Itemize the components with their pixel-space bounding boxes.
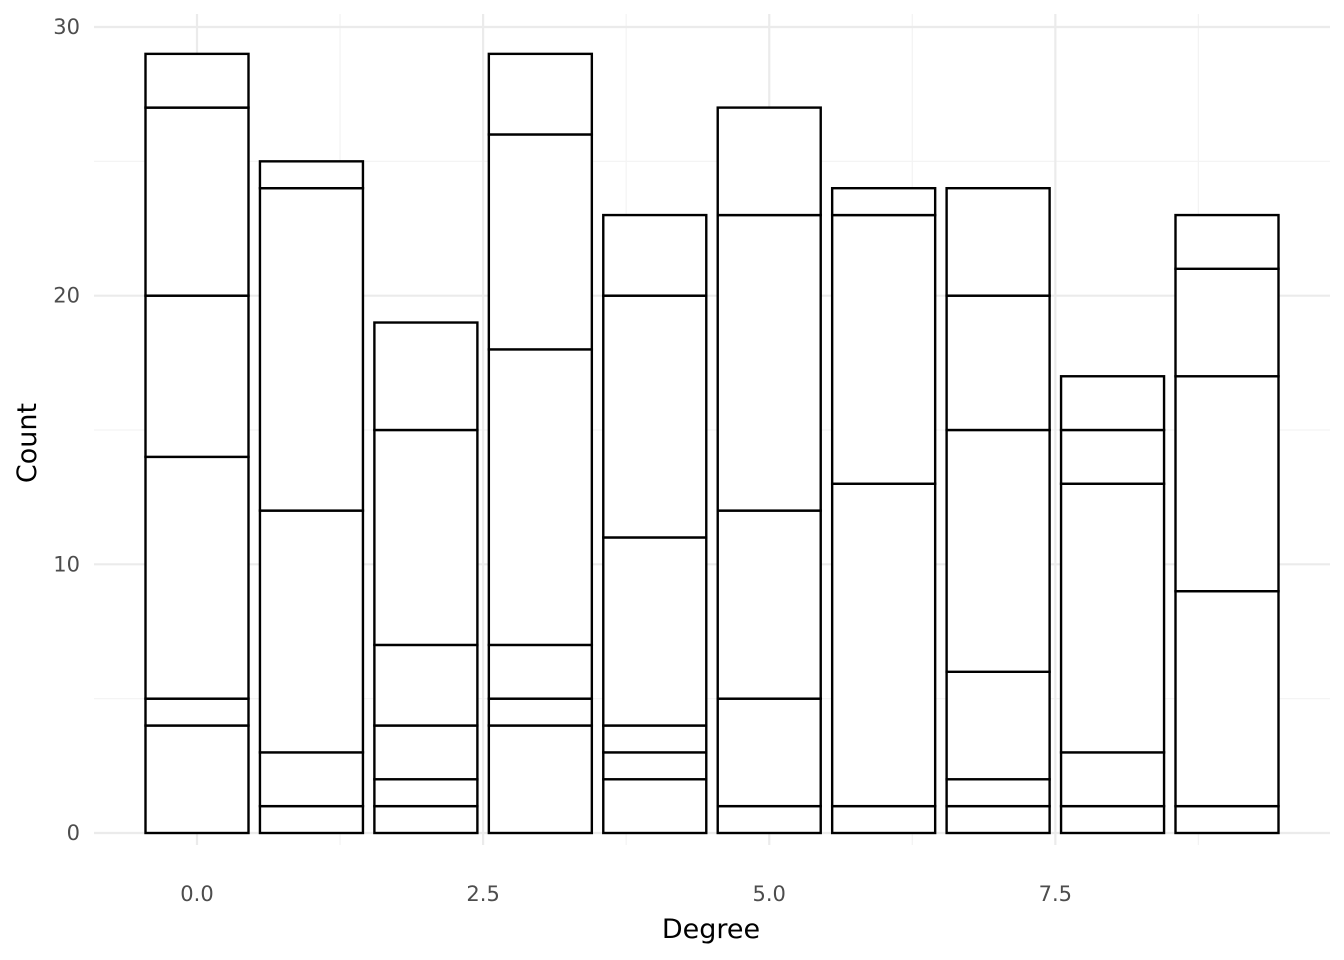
bar-segment bbox=[487, 697, 594, 727]
x-tick-label: 0.0 bbox=[180, 882, 213, 906]
bar-stack bbox=[716, 106, 822, 835]
bar-segment bbox=[1174, 267, 1280, 378]
bar-segment bbox=[945, 670, 1051, 781]
bar-segment bbox=[144, 697, 250, 727]
x-axis-title: Degree bbox=[662, 914, 760, 945]
bar-segment bbox=[144, 724, 250, 835]
bar-segment bbox=[716, 213, 822, 512]
bar-segment bbox=[602, 294, 708, 539]
bar-segment bbox=[1174, 590, 1280, 808]
y-tick-label: 10 bbox=[53, 552, 80, 576]
bar-segment bbox=[1059, 482, 1166, 754]
tick-labels: 0 10 20 30 0.0 2.5 5.0 7.5 bbox=[53, 15, 1072, 906]
y-axis-title: Count bbox=[12, 403, 43, 483]
bar-segment bbox=[945, 186, 1051, 297]
bar-segment bbox=[373, 778, 479, 808]
y-tick-label: 20 bbox=[53, 284, 80, 308]
bar-segment bbox=[716, 697, 822, 808]
bar-segment bbox=[373, 643, 479, 727]
bar-stack bbox=[144, 52, 250, 835]
bar-segment bbox=[602, 778, 708, 835]
bar-segment bbox=[487, 52, 594, 136]
bar-segment bbox=[487, 724, 594, 835]
bar-segment bbox=[144, 455, 250, 700]
bar-segment bbox=[1059, 804, 1166, 835]
bars bbox=[144, 52, 1280, 835]
bar-segment bbox=[830, 186, 937, 217]
bar-segment bbox=[258, 751, 365, 808]
bar-segment bbox=[602, 724, 708, 754]
bar-stack bbox=[945, 186, 1051, 835]
bar-segment bbox=[602, 536, 708, 727]
x-tick-label: 5.0 bbox=[753, 882, 786, 906]
bar-segment bbox=[487, 348, 594, 647]
bar-segment bbox=[373, 321, 479, 432]
bar-segment bbox=[258, 509, 365, 754]
bar-segment bbox=[945, 804, 1051, 835]
bar-segment bbox=[716, 509, 822, 700]
x-tick-label: 2.5 bbox=[466, 882, 499, 906]
bar-segment bbox=[602, 213, 708, 297]
bar-segment bbox=[1174, 804, 1280, 835]
bar-segment bbox=[1059, 428, 1166, 485]
bar-segment bbox=[373, 724, 479, 781]
x-tick-label: 7.5 bbox=[1039, 882, 1072, 906]
bar-stack bbox=[258, 160, 365, 835]
bar-segment bbox=[144, 106, 250, 297]
bar-segment bbox=[945, 294, 1051, 432]
bar-stack bbox=[1174, 213, 1280, 835]
bar-stack bbox=[487, 52, 594, 835]
bar-segment bbox=[716, 804, 822, 835]
bar-stack bbox=[373, 321, 479, 835]
bar-segment bbox=[716, 106, 822, 217]
bar-segment bbox=[1174, 375, 1280, 593]
bar-segment bbox=[1174, 213, 1280, 270]
bar-segment bbox=[487, 643, 594, 700]
y-tick-label: 0 bbox=[67, 821, 80, 845]
bar-segment bbox=[602, 751, 708, 781]
bar-segment bbox=[144, 294, 250, 459]
bar-segment bbox=[144, 52, 250, 109]
bar-stack bbox=[1059, 375, 1166, 835]
bar-segment bbox=[373, 428, 479, 647]
bar-segment bbox=[945, 778, 1051, 808]
bar-segment bbox=[373, 804, 479, 835]
bar-segment bbox=[487, 133, 594, 351]
bar-segment bbox=[1059, 375, 1166, 432]
bar-segment bbox=[258, 804, 365, 835]
bar-stack bbox=[602, 213, 708, 835]
bar-segment bbox=[830, 482, 937, 808]
bar-segment bbox=[830, 804, 937, 835]
bar-segment bbox=[945, 428, 1051, 674]
bar-segment bbox=[258, 186, 365, 512]
bar-segment bbox=[830, 213, 937, 485]
bar-segment bbox=[1059, 751, 1166, 808]
bar-segment bbox=[258, 160, 365, 190]
bar-stack bbox=[830, 186, 937, 835]
y-tick-label: 30 bbox=[53, 15, 80, 39]
